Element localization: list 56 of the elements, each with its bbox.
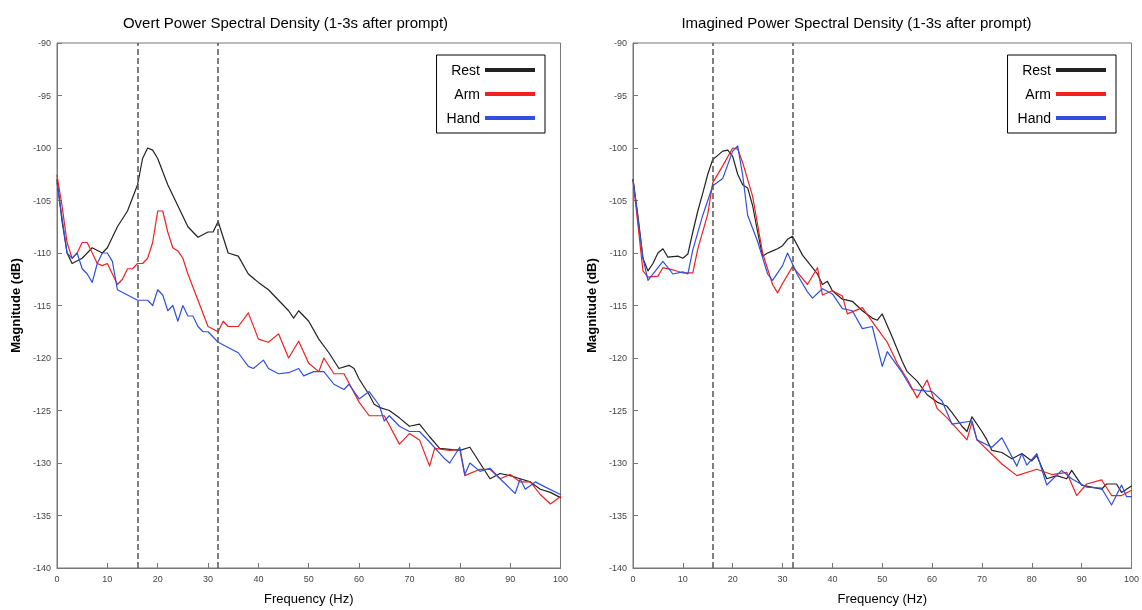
x-tick-label: 60 bbox=[354, 573, 365, 584]
x-tick-label: 10 bbox=[102, 573, 113, 584]
y-tick-label: -120 bbox=[608, 353, 627, 363]
legend-label: Hand bbox=[1017, 110, 1051, 126]
y-axis-title: Magnitude (dB) bbox=[584, 258, 600, 353]
y-tick-label: -105 bbox=[608, 195, 627, 206]
x-tick-label: 30 bbox=[777, 573, 788, 584]
chart-title: Overt Power Spectral Density (1-3s after prompt) bbox=[122, 14, 449, 31]
x-tick-label: 10 bbox=[677, 573, 688, 584]
x-tick-label: 50 bbox=[877, 573, 888, 584]
x-tick-label: 100 bbox=[1123, 573, 1140, 584]
legend-label: Arm bbox=[454, 86, 480, 102]
x-tick-label: 40 bbox=[827, 573, 838, 584]
x-axis-title: Frequency (Hz) bbox=[837, 591, 928, 606]
y-tick-label: -135 bbox=[608, 510, 627, 521]
y-tick-label: -100 bbox=[32, 143, 51, 153]
legend-label: Rest bbox=[451, 62, 481, 78]
x-tick-label: 0 bbox=[54, 573, 60, 584]
chart-title: Imagined Power Spectral Density (1-3s after prompt) bbox=[681, 14, 1032, 31]
y-tick-label: -120 bbox=[32, 353, 51, 363]
x-tick-label: 90 bbox=[505, 573, 516, 584]
x-tick-label: 100 bbox=[552, 573, 569, 584]
legend-label: Hand bbox=[446, 110, 480, 126]
x-tick-label: 40 bbox=[253, 573, 264, 584]
y-tick-label: -115 bbox=[609, 300, 627, 311]
y-tick-label: -135 bbox=[32, 510, 51, 521]
x-tick-label: 30 bbox=[203, 573, 214, 584]
y-tick-label: -125 bbox=[32, 405, 51, 416]
y-tick-label: -110 bbox=[609, 248, 627, 258]
y-tick-label: -130 bbox=[608, 458, 627, 468]
y-tick-label: -90 bbox=[613, 38, 627, 48]
y-tick-label: -110 bbox=[33, 248, 51, 258]
legend-label: Rest bbox=[1022, 62, 1052, 78]
y-tick-label: -95 bbox=[613, 90, 627, 101]
x-tick-label: 70 bbox=[404, 573, 415, 584]
y-tick-label: -130 bbox=[32, 458, 51, 468]
x-tick-label: 70 bbox=[976, 573, 987, 584]
x-tick-label: 80 bbox=[454, 573, 465, 584]
x-tick-label: 20 bbox=[152, 573, 163, 584]
y-tick-label: -100 bbox=[608, 143, 627, 153]
x-tick-label: 20 bbox=[727, 573, 738, 584]
x-tick-label: 0 bbox=[630, 573, 636, 584]
legend-label: Arm bbox=[1025, 86, 1051, 102]
y-axis-title: Magnitude (dB) bbox=[8, 258, 24, 353]
y-tick-label: -140 bbox=[32, 563, 51, 573]
y-tick-label: -95 bbox=[37, 90, 51, 101]
y-tick-label: -90 bbox=[37, 38, 51, 48]
x-tick-label: 60 bbox=[927, 573, 938, 584]
x-tick-label: 90 bbox=[1076, 573, 1087, 584]
y-tick-label: -125 bbox=[608, 405, 627, 416]
x-tick-label: 50 bbox=[303, 573, 314, 584]
y-tick-label: -115 bbox=[33, 300, 51, 311]
x-axis-title: Frequency (Hz) bbox=[263, 591, 354, 606]
y-tick-label: -105 bbox=[32, 195, 51, 206]
x-tick-label: 80 bbox=[1026, 573, 1037, 584]
y-tick-label: -140 bbox=[608, 563, 627, 573]
